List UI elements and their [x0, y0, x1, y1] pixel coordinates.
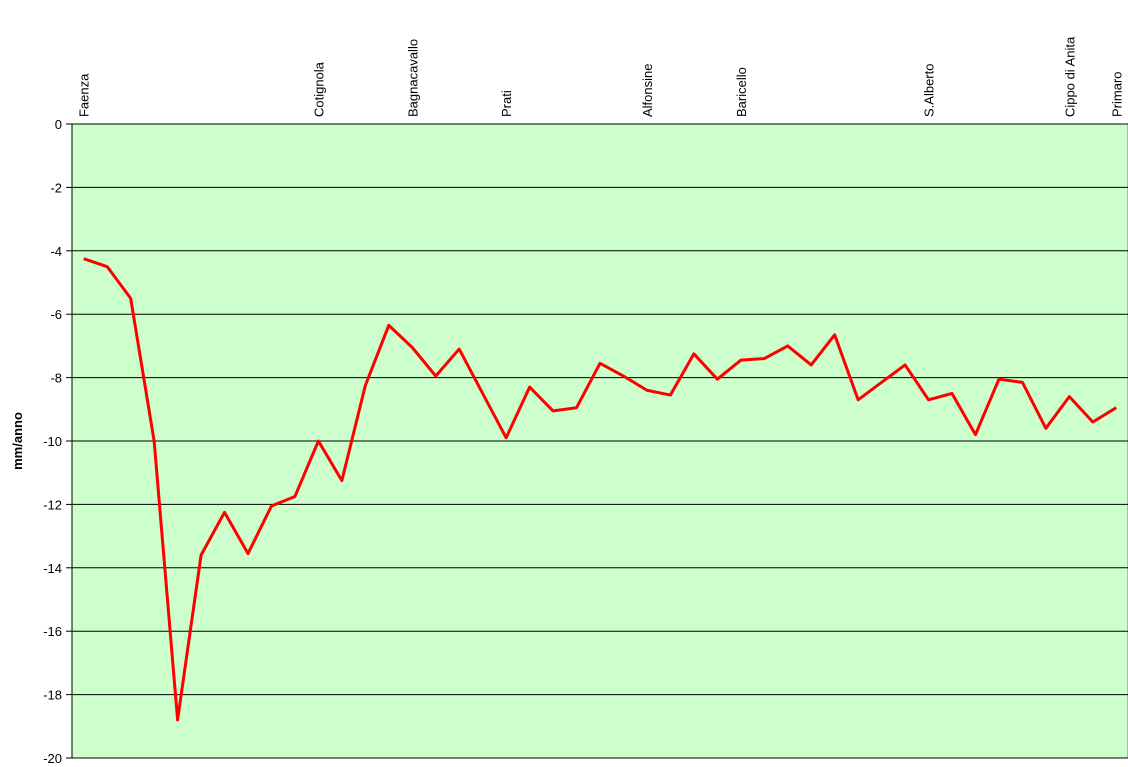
- y-tick-label: -2: [50, 180, 62, 195]
- x-tick-label: Cotignola: [311, 61, 326, 117]
- x-tick-label: Alfonsine: [640, 64, 655, 117]
- y-tick-label: -20: [43, 751, 62, 766]
- y-axis-label: mm/anno: [10, 412, 25, 470]
- y-tick-label: -12: [43, 497, 62, 512]
- x-tick-label: Baricello: [734, 67, 749, 117]
- y-tick-label: -18: [43, 688, 62, 703]
- y-tick-label: -10: [43, 434, 62, 449]
- y-tick-label: -4: [50, 244, 62, 259]
- x-tick-label: Cippo di Anita: [1062, 36, 1077, 117]
- x-tick-label: Prati: [499, 90, 514, 117]
- y-tick-label: -6: [50, 307, 62, 322]
- y-tick-label: -14: [43, 561, 62, 576]
- y-tick-label: -16: [43, 624, 62, 639]
- x-tick-label: Faenza: [77, 73, 92, 117]
- x-tick-label: Bagnacavallo: [405, 39, 420, 117]
- x-tick-label: Primaro: [1109, 71, 1124, 117]
- data-line: [83, 257, 1118, 722]
- y-tick-label: -8: [50, 371, 62, 386]
- y-tick-label: 0: [55, 117, 62, 132]
- x-tick-label: S.Alberto: [922, 64, 937, 117]
